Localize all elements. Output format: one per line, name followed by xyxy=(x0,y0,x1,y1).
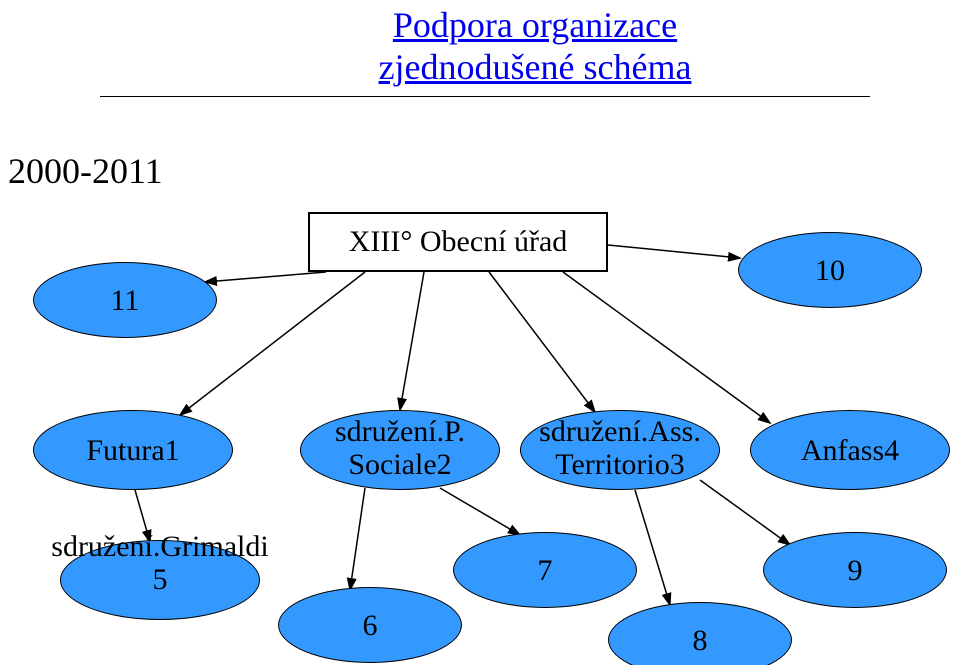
edge-box-n10 xyxy=(608,245,740,258)
node-label: 11 xyxy=(111,284,140,317)
title-line-1: Podpora organizace xyxy=(393,5,677,45)
diagram-stage: Podpora organizace zjednodušené schéma 2… xyxy=(0,0,960,665)
edge-box-territorio3 xyxy=(489,272,595,412)
node-n9: 9 xyxy=(763,532,947,608)
node-label: 9 xyxy=(848,554,863,587)
central-node: XIII° Obecní úřad xyxy=(308,212,608,272)
node-n7: 7 xyxy=(453,532,637,608)
edge-territorio3-n9 xyxy=(700,480,790,545)
edge-box-anfass4 xyxy=(563,272,770,423)
title-line-2: zjednodušené schéma xyxy=(379,47,692,87)
node-n8: 8 xyxy=(608,602,792,665)
node-label: Anfass4 xyxy=(801,434,899,467)
year-range-label: 2000-2011 xyxy=(8,150,163,192)
node-label: 10 xyxy=(815,254,845,287)
title-divider xyxy=(100,96,870,97)
edge-sociale2-n7 xyxy=(440,488,520,535)
edge-box-n11 xyxy=(205,272,326,282)
page-title: Podpora organizace zjednodušené schéma xyxy=(55,4,960,88)
node-label-territorio3: sdružení.Ass.Territorio3 xyxy=(470,415,770,481)
node-label: 6 xyxy=(363,609,378,642)
node-label: Futura1 xyxy=(86,434,179,467)
central-node-label: XIII° Obecní úřad xyxy=(349,225,568,259)
node-futura1: Futura1 xyxy=(33,410,233,490)
edge-sociale2-n6 xyxy=(350,488,365,590)
node-label-grimaldi5: sdružení.Grimaldi5 xyxy=(10,530,310,596)
node-n6: 6 xyxy=(278,587,462,663)
node-label: 7 xyxy=(538,554,553,587)
edge-box-sociale2 xyxy=(400,272,424,410)
node-n11: 11 xyxy=(33,262,217,338)
node-anfass4: Anfass4 xyxy=(750,410,950,490)
node-n10: 10 xyxy=(738,232,922,308)
edge-territorio3-n8 xyxy=(635,490,670,605)
node-label: 8 xyxy=(693,624,708,657)
